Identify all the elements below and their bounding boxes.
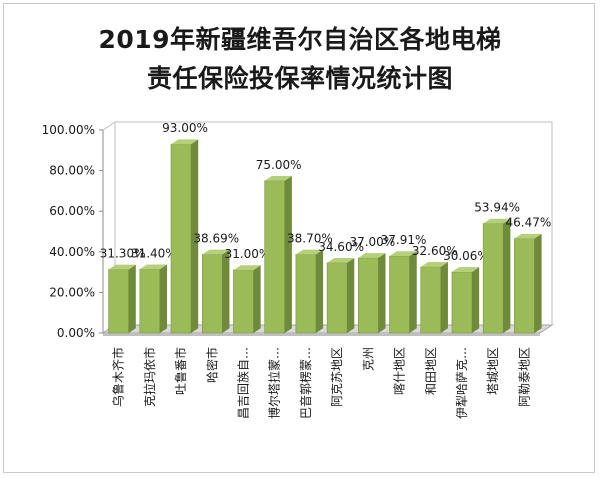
bar-side-4 xyxy=(253,265,261,333)
category-label-4: 昌吉回族自… xyxy=(236,347,250,419)
bar-9 xyxy=(389,255,410,334)
category-label-12: 塔城地区 xyxy=(486,347,500,395)
bar-5 xyxy=(264,180,285,334)
bar-0 xyxy=(108,269,129,334)
chart-floor-edge xyxy=(103,333,540,336)
bar-top-4 xyxy=(233,265,261,271)
bar-3 xyxy=(201,254,223,334)
bar-2 xyxy=(170,143,192,334)
category-label-8: 克州 xyxy=(361,347,375,371)
bar-1 xyxy=(139,268,161,334)
data-label-10: 32.60% xyxy=(412,244,458,258)
bar-top-5 xyxy=(264,175,292,181)
bar-13 xyxy=(514,238,535,334)
bar-side-5 xyxy=(284,175,292,333)
bar-top-2 xyxy=(171,139,199,145)
bar-top-1 xyxy=(139,264,168,270)
data-label-12: 53.94% xyxy=(474,201,520,215)
category-label-10: 和田地区 xyxy=(424,347,438,395)
category-label-5: 博尔塔拉蒙… xyxy=(267,347,282,419)
bar-11 xyxy=(451,271,473,334)
bar-side-9 xyxy=(409,251,417,333)
data-label-1: 31.40% xyxy=(131,246,177,260)
bar-12 xyxy=(482,223,504,334)
bar-side-1 xyxy=(159,264,168,333)
data-label-5: 75.00% xyxy=(256,158,302,172)
bar-top-0 xyxy=(108,264,136,270)
bar-side-12 xyxy=(503,218,511,333)
data-label-7: 34.60% xyxy=(318,240,364,254)
y-tick-label: 100.00% xyxy=(42,123,95,137)
bar-7 xyxy=(326,262,348,334)
bar-side-6 xyxy=(315,249,324,333)
category-label-13: 阿勒泰地区 xyxy=(517,347,531,407)
chart-title-line-2: 责任保险投保率情况统计图 xyxy=(146,64,453,93)
bar-top-6 xyxy=(295,249,324,255)
y-tick-label: 80.00% xyxy=(49,164,95,178)
y-tick-label: 40.00% xyxy=(49,245,95,259)
data-label-11: 30.06% xyxy=(443,249,489,263)
data-label-4: 31.00% xyxy=(225,247,271,261)
bar-side-11 xyxy=(471,267,480,333)
bar-top-7 xyxy=(327,257,355,263)
y-tick-label: 20.00% xyxy=(49,285,95,299)
category-label-7: 阿克苏地区 xyxy=(330,347,344,407)
bar-side-0 xyxy=(128,264,136,333)
y-tick-label: 0.00% xyxy=(57,326,95,340)
bar-10 xyxy=(420,266,442,334)
bar-8 xyxy=(358,257,379,334)
bar-side-3 xyxy=(222,249,230,333)
data-label-9: 37.91% xyxy=(381,233,427,247)
data-label-8: 37.00% xyxy=(349,235,395,249)
bar-top-8 xyxy=(358,253,386,258)
bar-side-2 xyxy=(191,139,199,333)
data-label-13: 46.47% xyxy=(506,216,552,230)
data-label-6: 38.70% xyxy=(287,231,333,245)
category-label-11: 伊犁哈萨克… xyxy=(455,347,469,419)
category-label-3: 哈密市 xyxy=(204,347,219,383)
chart-title-line-1: 2019年新疆维吾尔自治区各地电梯 xyxy=(98,25,502,54)
data-label-2: 93.00% xyxy=(162,121,208,135)
bar-side-8 xyxy=(378,253,386,333)
data-label-3: 38.69% xyxy=(193,231,239,245)
bar-side-7 xyxy=(347,257,355,333)
bar-top-9 xyxy=(389,251,417,257)
bar-top-10 xyxy=(420,262,448,267)
bar-top-3 xyxy=(202,249,230,255)
data-label-0: 31.30% xyxy=(100,246,146,260)
bar-top-13 xyxy=(514,233,542,239)
bar-top-12 xyxy=(483,218,511,224)
bar-side-13 xyxy=(534,233,542,333)
bar-4 xyxy=(233,269,254,334)
category-label-2: 吐鲁番市 xyxy=(173,347,188,395)
bar-side-10 xyxy=(440,262,448,333)
y-tick-label: 60.00% xyxy=(49,204,95,218)
bar-6 xyxy=(295,254,317,334)
category-label-6: 巴音郭楞蒙… xyxy=(298,347,313,419)
category-label-9: 喀什地区 xyxy=(393,347,407,395)
category-label-1: 克拉玛依市 xyxy=(142,347,157,407)
bar-top-11 xyxy=(451,267,480,272)
category-label-0: 乌鲁木齐市 xyxy=(111,347,126,407)
